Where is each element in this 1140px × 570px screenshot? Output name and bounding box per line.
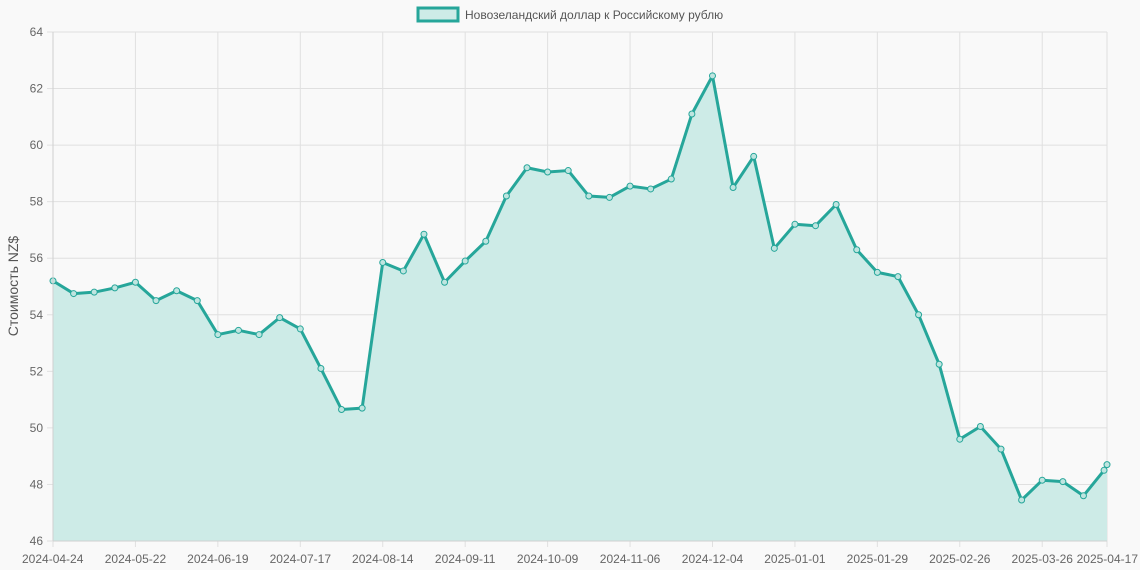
x-tick-label: 2025-04-17: [1077, 552, 1139, 566]
y-tick-label: 46: [30, 534, 44, 548]
data-point: [234, 326, 242, 334]
y-axis: 46 48 50 52 54 56 58 60 62 64: [30, 25, 54, 548]
data-point: [564, 167, 572, 175]
data-point: [626, 182, 634, 190]
x-tick-label: 2025-02-26: [929, 552, 991, 566]
data-point: [832, 200, 840, 208]
data-point: [873, 268, 881, 276]
y-tick-label: 48: [30, 477, 44, 491]
y-tick-label: 58: [30, 195, 44, 209]
x-axis: 2024-04-24 2024-05-22 2024-06-19 2024-07-17…: [22, 540, 1139, 566]
x-tick-label: 2024-05-22: [105, 552, 167, 566]
data-point: [317, 365, 325, 373]
data-point: [647, 185, 655, 193]
y-tick-label: 60: [30, 138, 44, 152]
x-tick-label: 2025-01-29: [847, 552, 909, 566]
data-point: [976, 422, 984, 430]
data-point: [420, 230, 428, 238]
data-point: [853, 246, 861, 254]
data-point: [523, 164, 531, 172]
data-point: [1079, 492, 1087, 500]
data-point: [338, 406, 346, 414]
data-point: [358, 404, 366, 412]
data-point: [214, 331, 222, 339]
x-tick-label: 2024-04-24: [22, 552, 84, 566]
data-point: [915, 311, 923, 319]
data-point: [1103, 461, 1111, 469]
data-point: [750, 152, 758, 160]
data-point: [791, 220, 799, 228]
data-point: [544, 168, 552, 176]
data-point: [585, 192, 593, 200]
x-tick-label: 2024-09-11: [435, 552, 496, 566]
data-point: [90, 288, 98, 296]
data-point: [956, 435, 964, 443]
data-point: [935, 360, 943, 368]
data-point: [173, 287, 181, 295]
data-point: [1038, 476, 1046, 484]
legend-swatch: [416, 6, 460, 23]
data-point: [1059, 478, 1067, 486]
x-tick-label: 2024-10-09: [517, 552, 579, 566]
x-tick-label: 2025-01-01: [764, 552, 826, 566]
data-point: [997, 445, 1005, 453]
data-point: [894, 273, 902, 281]
y-tick-label: 62: [30, 82, 44, 96]
y-tick-label: 50: [30, 421, 44, 435]
data-point: [131, 278, 139, 286]
data-point: [1018, 496, 1026, 504]
y-tick-label: 56: [30, 251, 44, 265]
y-tick-label: 52: [30, 364, 44, 378]
data-point: [379, 258, 387, 266]
data-point: [688, 110, 696, 118]
x-tick-label: 2024-07-17: [270, 552, 332, 566]
x-tick-label: 2024-12-04: [682, 552, 744, 566]
x-tick-label: 2024-08-14: [352, 552, 414, 566]
x-tick-label: 2025-03-26: [1012, 552, 1074, 566]
data-point: [255, 331, 263, 339]
data-point: [152, 297, 160, 305]
x-tick-label: 2024-06-19: [187, 552, 249, 566]
data-point: [70, 290, 78, 298]
data-point: [461, 257, 469, 265]
legend[interactable]: Новозеландский доллар к Российскому рубл…: [416, 6, 723, 23]
series-points: [49, 72, 1111, 504]
data-point: [812, 222, 820, 230]
data-point: [502, 192, 510, 200]
y-tick-label: 54: [30, 308, 44, 322]
y-tick-label: 64: [30, 25, 44, 39]
data-point: [770, 244, 778, 252]
data-point: [708, 72, 716, 80]
data-point: [729, 184, 737, 192]
series-area-fill: [53, 75, 1107, 541]
data-point: [193, 297, 201, 305]
y-axis-title: Стоимость NZ$: [5, 236, 21, 337]
data-point: [605, 193, 613, 201]
data-point: [482, 237, 490, 245]
data-point: [667, 175, 675, 183]
legend-label: Новозеландский доллар к Российскому рубл…: [465, 8, 723, 22]
data-point: [111, 284, 119, 292]
x-tick-label: 2024-11-06: [600, 552, 661, 566]
data-point: [276, 314, 284, 322]
data-point: [296, 325, 304, 333]
data-point: [441, 278, 449, 286]
data-point: [399, 267, 407, 275]
data-point: [1100, 466, 1108, 474]
